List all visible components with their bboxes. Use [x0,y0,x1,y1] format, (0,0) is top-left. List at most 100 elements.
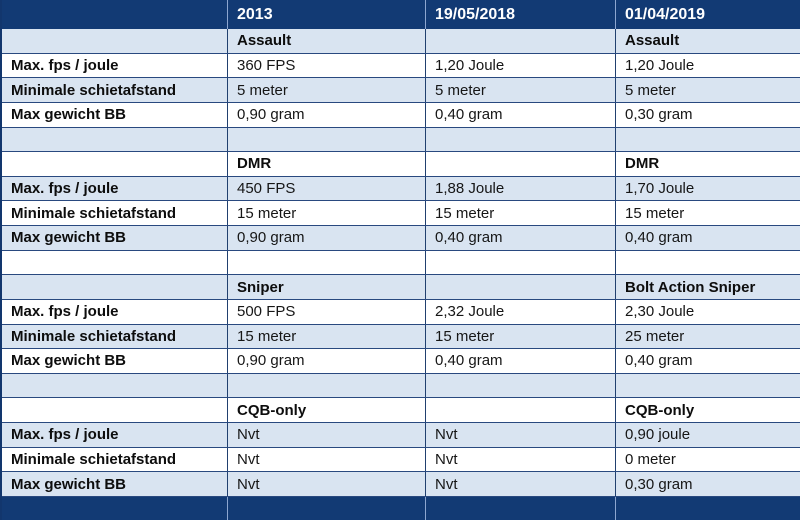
empty-cell [2,275,227,299]
value-cell: 450 FPS [227,176,425,201]
spacer-row [2,250,800,276]
section-name-row-cqb: CQB-only CQB-only [2,398,800,423]
data-row-fps: Max. fps / joule 360 FPS 1,20 Joule 1,20… [2,53,800,79]
empty-cell [2,29,227,53]
value-cell: 0,40 gram [425,349,615,373]
row-label: Max. fps / joule [11,56,119,74]
empty-cell [425,496,615,520]
section-name: Assault [615,29,800,53]
value-cell: 1,20 Joule [615,53,800,78]
row-label: Max. fps / joule [11,426,119,444]
value-cell: 0,90 joule [615,423,800,447]
row-label: Max. fps / joule [11,180,119,198]
data-row-distance: Minimale schietafstand 15 meter 15 meter… [2,324,800,350]
data-row-bb-weight: Max gewicht BB 0,90 gram 0,40 gram 0,40 … [2,349,800,374]
column-header-blank [2,0,227,29]
section-name: CQB-only [615,398,800,422]
header-row: 2013 19/05/2018 01/04/2019 [2,0,800,29]
empty-cell [2,497,227,520]
empty-cell [227,373,425,398]
section-name-row-dmr: DMR DMR [2,152,800,177]
empty-cell [227,127,425,152]
section-name [425,398,615,422]
section-name: DMR [227,152,425,176]
value-cell: 0,30 gram [615,102,800,127]
data-row-bb-weight: Max gewicht BB 0,90 gram 0,40 gram 0,40 … [2,226,800,251]
section-name: CQB-only [227,398,425,422]
empty-cell [227,250,425,275]
section-name: Sniper [227,275,425,299]
value-cell: Nvt [425,472,615,496]
value-cell: 15 meter [615,201,800,225]
row-label: Max gewicht BB [11,352,127,370]
empty-cell [615,127,800,152]
data-row-fps: Max. fps / joule Nvt Nvt 0,90 joule [2,423,800,448]
value-cell: 0,40 gram [615,349,800,373]
section-name-row-sniper: Sniper Bolt Action Sniper [2,275,800,300]
spacer-row [2,373,800,399]
row-label: Max. fps / joule [11,303,119,321]
empty-cell [2,251,227,275]
value-cell: 0 meter [615,447,800,472]
value-cell: 500 FPS [227,299,425,324]
section-name [425,275,615,299]
value-cell: 0,40 gram [425,102,615,127]
empty-cell [425,127,615,152]
empty-cell [615,250,800,275]
value-cell: 1,88 Joule [425,176,615,201]
section-name: Bolt Action Sniper [615,275,800,299]
value-cell: 2,32 Joule [425,299,615,324]
empty-cell [2,398,227,422]
value-cell: 5 meter [227,78,425,102]
value-cell: 1,70 Joule [615,176,800,201]
value-cell: 15 meter [227,201,425,225]
footer-bar [2,496,800,520]
data-row-bb-weight: Max gewicht BB 0,90 gram 0,40 gram 0,30 … [2,102,800,128]
value-cell: 0,40 gram [615,226,800,250]
section-name [425,29,615,53]
section-name: Assault [227,29,425,53]
value-cell: 0,90 gram [227,226,425,250]
empty-cell [425,250,615,275]
data-row-fps: Max. fps / joule 450 FPS 1,88 Joule 1,70… [2,176,800,202]
value-cell: 0,30 gram [615,472,800,496]
value-cell: 360 FPS [227,53,425,78]
data-row-distance: Minimale schietafstand 15 meter 15 meter… [2,201,800,226]
row-label: Minimale schietafstand [11,81,177,99]
empty-cell [2,152,227,176]
value-cell: 0,90 gram [227,349,425,373]
column-header-2018: 19/05/2018 [425,0,615,29]
value-cell: 2,30 Joule [615,299,800,324]
row-label: Max gewicht BB [11,475,127,493]
spacer-row [2,127,800,153]
value-cell: Nvt [425,423,615,447]
data-row-distance: Minimale schietafstand 5 meter 5 meter 5… [2,78,800,103]
data-row-bb-weight: Max gewicht BB Nvt Nvt 0,30 gram [2,472,800,497]
value-cell: 1,20 Joule [425,53,615,78]
empty-cell [227,496,425,520]
empty-cell [615,496,800,520]
section-name-row-assault: Assault Assault [2,29,800,54]
value-cell: Nvt [227,423,425,447]
row-label: Max gewicht BB [11,106,127,124]
data-row-fps: Max. fps / joule 500 FPS 2,32 Joule 2,30… [2,299,800,325]
row-label: Max gewicht BB [11,229,127,247]
row-label: Minimale schietafstand [11,204,177,222]
value-cell: Nvt [227,447,425,472]
value-cell: 0,40 gram [425,226,615,250]
value-cell: 5 meter [615,78,800,102]
empty-cell [2,128,227,152]
value-cell: 15 meter [227,324,425,349]
empty-cell [615,373,800,398]
empty-cell [425,373,615,398]
value-cell: 15 meter [425,201,615,225]
value-cell: 5 meter [425,78,615,102]
value-cell: 0,90 gram [227,102,425,127]
column-header-2013: 2013 [227,0,425,29]
data-row-distance: Minimale schietafstand Nvt Nvt 0 meter [2,447,800,473]
row-label: Minimale schietafstand [11,327,177,345]
section-name: DMR [615,152,800,176]
value-cell: Nvt [425,447,615,472]
row-label: Minimale schietafstand [11,450,177,468]
